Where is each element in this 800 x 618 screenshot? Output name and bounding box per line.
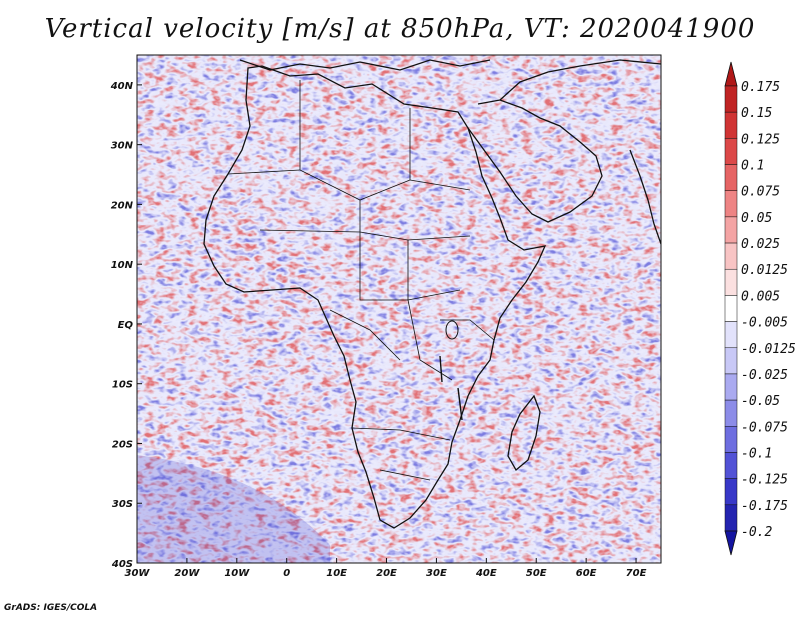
lat-tick-label: 10N — [111, 260, 134, 271]
lon-tick-label: 10E — [326, 568, 347, 579]
lake-malawi — [457, 387, 463, 421]
colorbar-segment — [724, 504, 738, 532]
colorbar-segment — [724, 373, 738, 401]
lon-tick-label: 50E — [526, 568, 547, 579]
colorbar-label: 0.075 — [741, 185, 780, 200]
colorbar-label: -0.175 — [741, 499, 788, 514]
colorbar: 0.175 0.15 0.125 0.1 0.075 0.05 0.025 0.0125 0.0… — [724, 61, 796, 556]
africa-coastline — [203, 65, 547, 529]
lake-tanganyika — [439, 355, 443, 383]
lake-victoria — [445, 320, 459, 340]
colorbar-label: 0.005 — [741, 289, 780, 304]
colorbar-label: 0.15 — [741, 106, 772, 121]
lon-tick-label: 40E — [475, 568, 497, 579]
colorbar-label: -0.075 — [741, 420, 788, 435]
colorbar-label: 0.175 — [741, 80, 780, 95]
colorbar-segment — [724, 164, 738, 191]
lon-tick-label: 10W — [224, 568, 250, 579]
credit-text: GrADS: IGES/COLA — [4, 603, 98, 613]
colorbar-segment — [724, 268, 738, 296]
lat-tick-label: 40N — [110, 81, 134, 92]
lat-tick-label: EQ — [118, 320, 134, 331]
india-coastline — [629, 149, 661, 245]
colorbar-segment — [724, 190, 738, 218]
lat-tick-label: 10S — [112, 380, 133, 391]
field-texture — [137, 55, 661, 563]
colorbar-label: -0.025 — [741, 368, 788, 383]
colorbar-label: 0.05 — [741, 211, 772, 226]
latitude-axis: 40N 30N 20N 10N EQ 10S 20S 30S 40S — [110, 81, 142, 570]
colorbar-label: -0.125 — [741, 473, 788, 488]
lon-tick-label: 20E — [376, 568, 397, 579]
lon-tick-label: 60E — [576, 568, 597, 579]
lon-tick-label: 70E — [626, 568, 647, 579]
colorbar-segment — [724, 295, 738, 322]
lat-tick-label: 40S — [111, 559, 133, 570]
lat-tick-label: 20N — [111, 200, 134, 211]
lon-tick-label: 0 — [283, 568, 290, 579]
colorbar-segment — [724, 216, 738, 244]
colorbar-label: 0.0125 — [741, 263, 788, 278]
colorbar-segment — [724, 399, 738, 427]
colorbar-label: -0.0125 — [741, 342, 796, 357]
lat-tick-label: 20S — [112, 439, 133, 450]
map-plot-area — [137, 55, 661, 563]
map-title: Vertical velocity [m/s] at 850hPa, VT: 2… — [44, 14, 756, 44]
colorbar-label: 0.025 — [741, 237, 780, 252]
lat-tick-label: 30S — [112, 499, 133, 510]
southern-ocean-region — [137, 455, 330, 563]
colorbar-segment — [724, 138, 738, 165]
europe-coastline — [239, 59, 491, 71]
colorbar-label: -0.1 — [741, 446, 772, 461]
country-borders — [227, 80, 495, 481]
arabia-coastline — [467, 99, 603, 223]
colorbar-bottom-arrow — [724, 530, 738, 556]
colorbar-segment — [724, 347, 738, 375]
colorbar-segment — [724, 85, 738, 113]
map-frame — [136, 54, 662, 564]
longitude-axis: 30W 20W 10W 0 10E 20E 30E 40E 50E 60E 70E — [125, 558, 647, 579]
colorbar-segment — [724, 111, 738, 139]
colorbar-top-arrow — [724, 61, 738, 87]
lon-tick-label: 30W — [125, 568, 151, 579]
colorbar-segment — [724, 242, 738, 270]
colorbar-label: -0.05 — [741, 394, 780, 409]
middle-east-coastline — [499, 59, 661, 101]
colorbar-label: 0.125 — [741, 132, 780, 147]
colorbar-segment — [724, 321, 738, 349]
madagascar-outline — [507, 394, 541, 471]
colorbar-segment — [724, 452, 738, 479]
colorbar-label: -0.2 — [741, 525, 772, 540]
lon-tick-label: 20W — [174, 568, 200, 579]
lon-tick-label: 30E — [426, 568, 447, 579]
colorbar-label: -0.005 — [741, 316, 788, 331]
lat-tick-label: 30N — [111, 141, 134, 152]
colorbar-segment — [724, 426, 738, 453]
colorbar-segment — [724, 478, 738, 506]
colorbar-label: 0.1 — [741, 159, 764, 174]
